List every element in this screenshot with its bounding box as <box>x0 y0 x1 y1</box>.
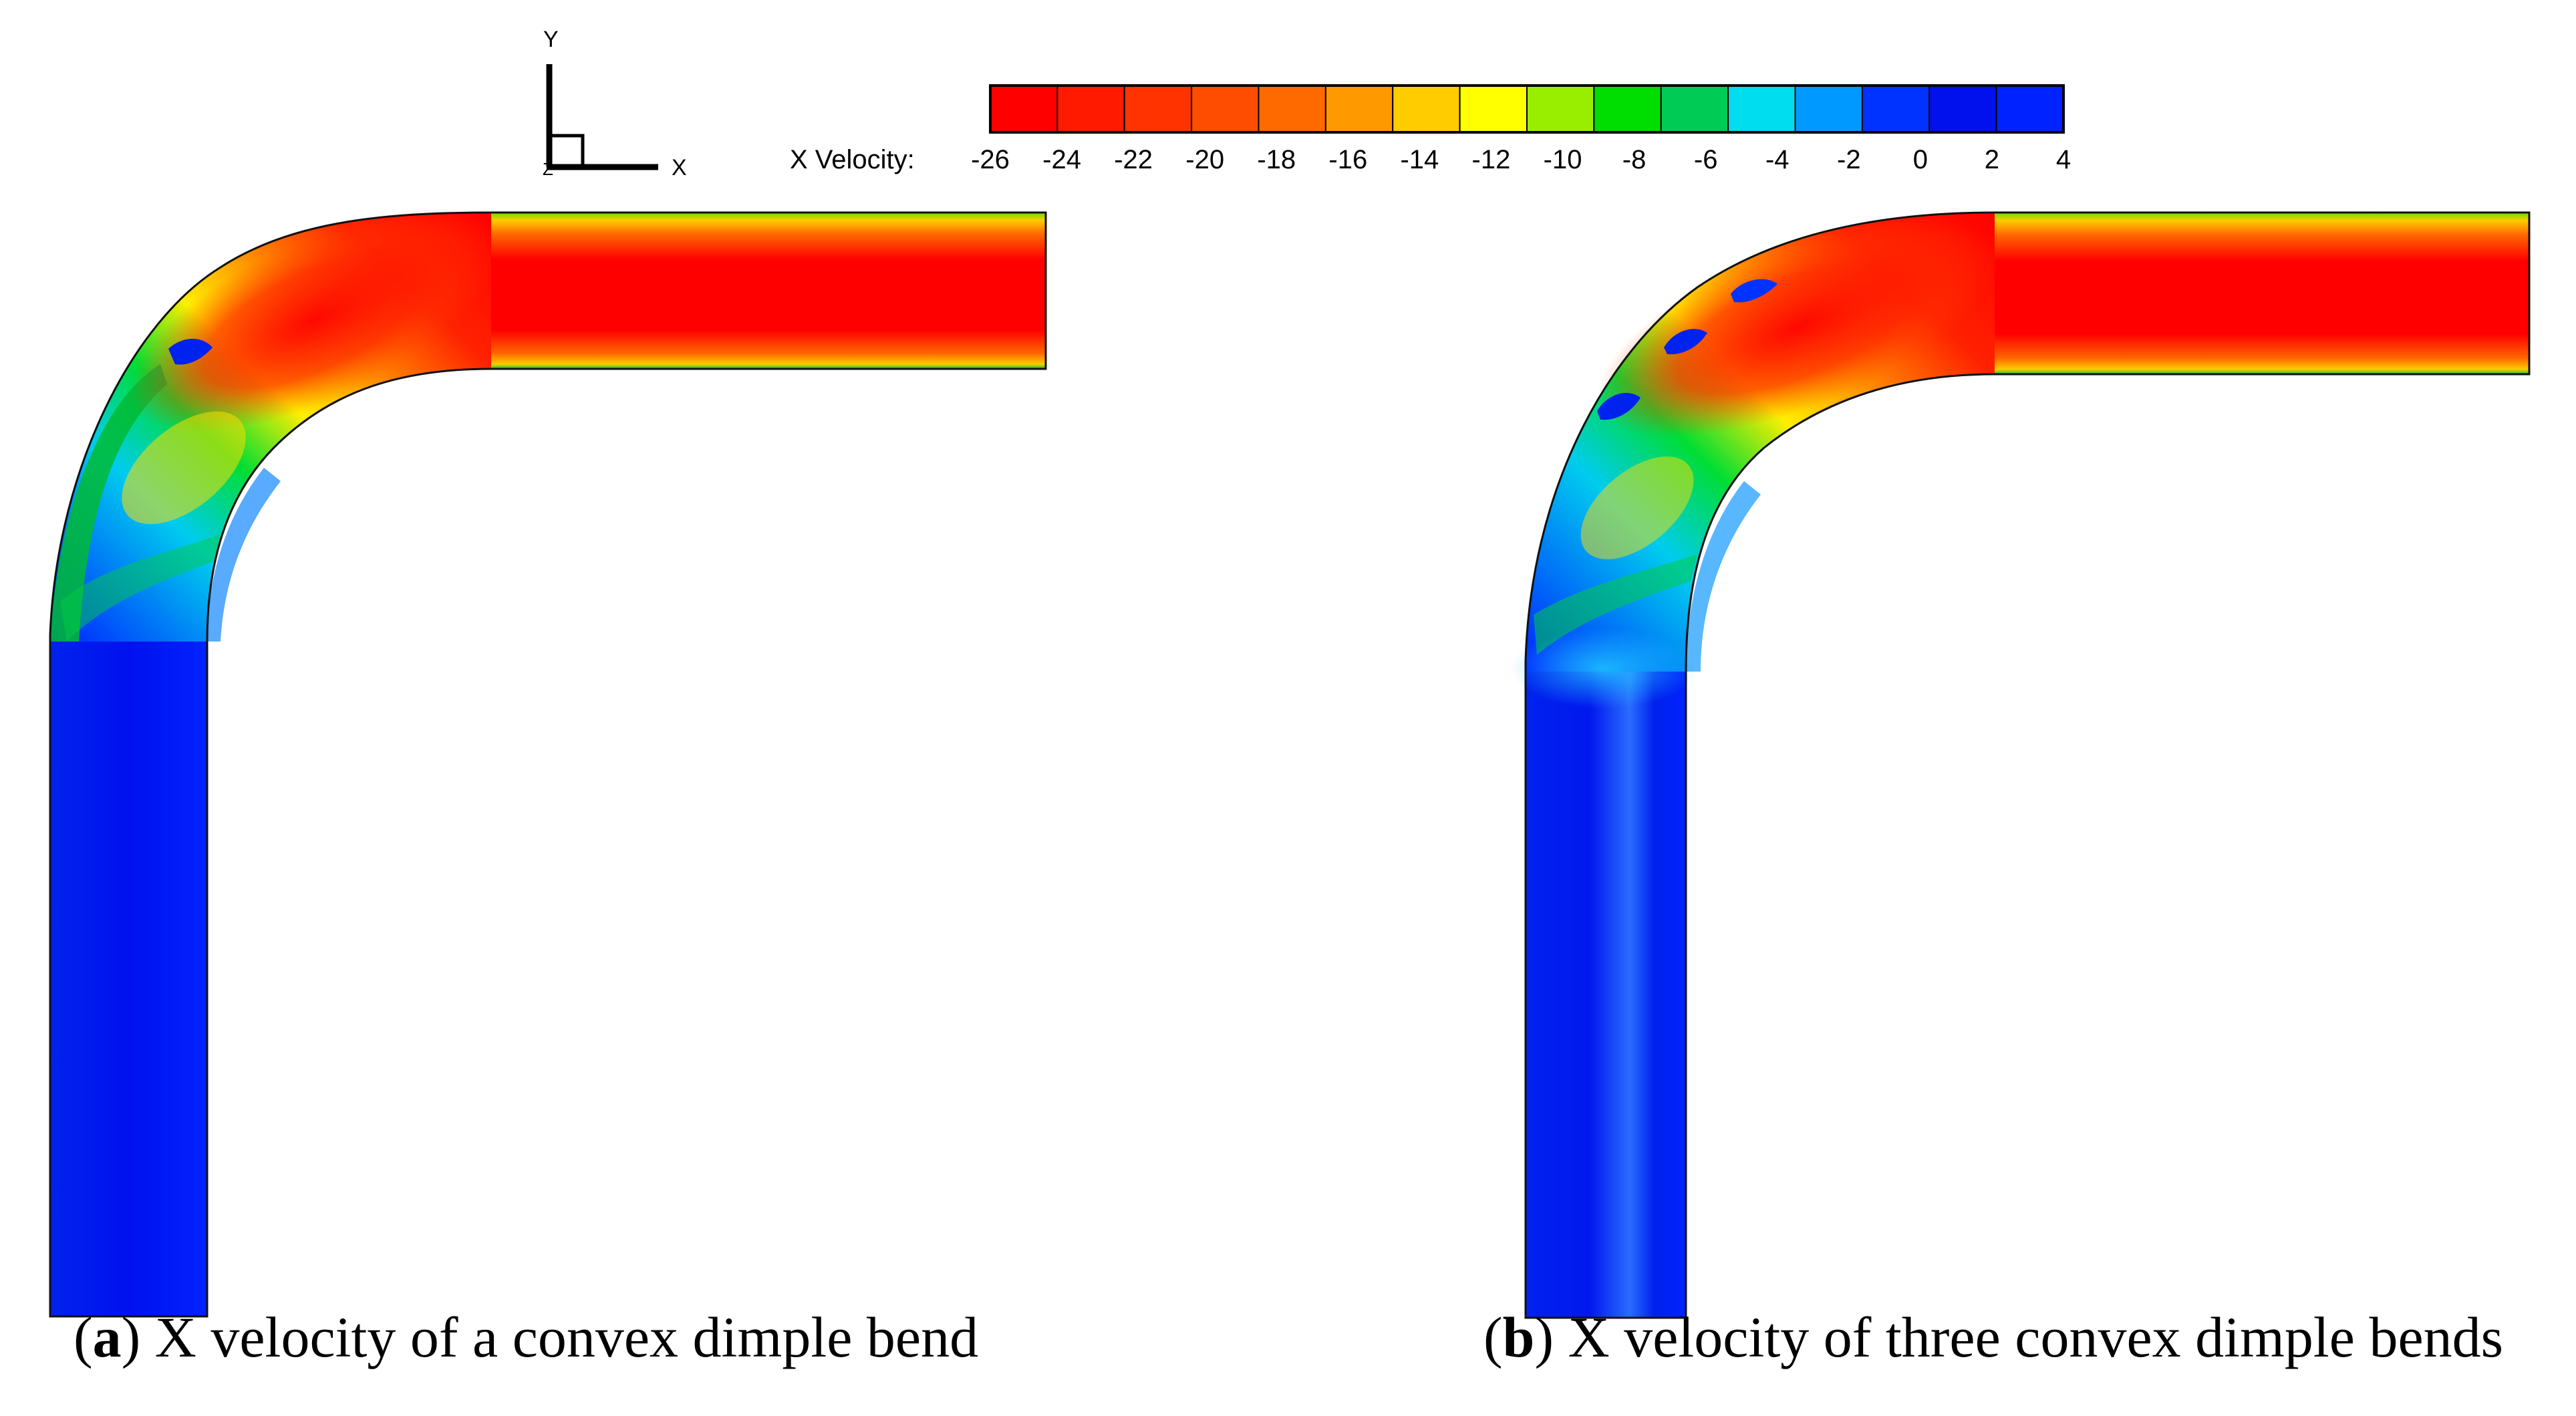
legend-tick-label: 4 <box>2056 145 2071 174</box>
axis-z-label: Z <box>543 159 553 179</box>
caption-a-letter: a <box>92 1305 122 1369</box>
legend-outline <box>989 84 2065 134</box>
legend-tick-label: -26 <box>971 145 1010 174</box>
caption-b-letter: b <box>1502 1305 1535 1369</box>
colorbar-legend: X Velocity: -26 -24 -22 -20 -18 -16 -14 -12 -10-… <box>790 84 2071 174</box>
legend-tick-label: -4 <box>1765 145 1790 174</box>
legend-tick-label: -24 <box>1042 145 1081 174</box>
legend-swatch <box>1191 85 1260 133</box>
legend-swatch <box>1526 85 1595 133</box>
legend-tick-label: -6 <box>1694 145 1718 174</box>
legend-tick-label: -16 <box>1328 145 1367 174</box>
caption-panel-b: (b) X velocity of three convex dimple be… <box>1483 1305 2504 1369</box>
legend-swatches <box>989 84 2065 134</box>
legend-tick-label: -8 <box>1622 145 1647 174</box>
legend-swatch <box>1258 85 1326 133</box>
legend-tick-label: -12 <box>1472 145 1511 174</box>
legend-swatch <box>1660 85 1729 133</box>
caption-panel-a: (a) X velocity of a convex dimple bend <box>74 1305 979 1369</box>
legend-tick-label: -20 <box>1185 145 1224 174</box>
legend-swatch <box>1727 85 1796 133</box>
legend-tick-label: -22 <box>1114 145 1153 174</box>
legend-swatch <box>1593 85 1662 133</box>
legend-tick-label: 2 <box>1985 145 1999 174</box>
panel-b-contour <box>1510 211 2531 1319</box>
legend-swatch <box>1995 85 2064 133</box>
legend-title: X Velocity: <box>790 145 915 174</box>
legend-swatch <box>1056 85 1125 133</box>
panel-a-contour <box>49 208 1047 1318</box>
legend-tick-label: 0 <box>1913 145 1928 174</box>
legend-swatch <box>1861 85 1930 133</box>
legend-tick-label: -2 <box>1837 145 1861 174</box>
legend-swatch <box>990 85 1058 133</box>
axis-x-label: X <box>672 155 687 180</box>
legend-swatch <box>1123 85 1193 133</box>
legend-swatch <box>1928 85 1997 133</box>
legend-tick-label: -14 <box>1400 145 1439 174</box>
caption-a-text: X velocity of a convex dimple bend <box>154 1305 979 1369</box>
legend-labels: -26 -24 -22 -20 -18 -16 -14 -12 -10 -8 -6 -4 -2 0 2 4 <box>971 145 2071 174</box>
legend-swatch <box>1324 85 1394 133</box>
axes-triad: Y X Z <box>543 27 687 180</box>
legend-swatch <box>1459 85 1528 133</box>
axis-y-label: Y <box>543 27 559 52</box>
legend-tick-label: -10 <box>1544 145 1582 174</box>
legend-swatch <box>1392 85 1461 133</box>
legend-tick-label: -18 <box>1257 145 1296 174</box>
caption-b-text: X velocity of three convex dimple bends <box>1568 1305 2504 1369</box>
legend-swatch <box>1794 85 1863 133</box>
